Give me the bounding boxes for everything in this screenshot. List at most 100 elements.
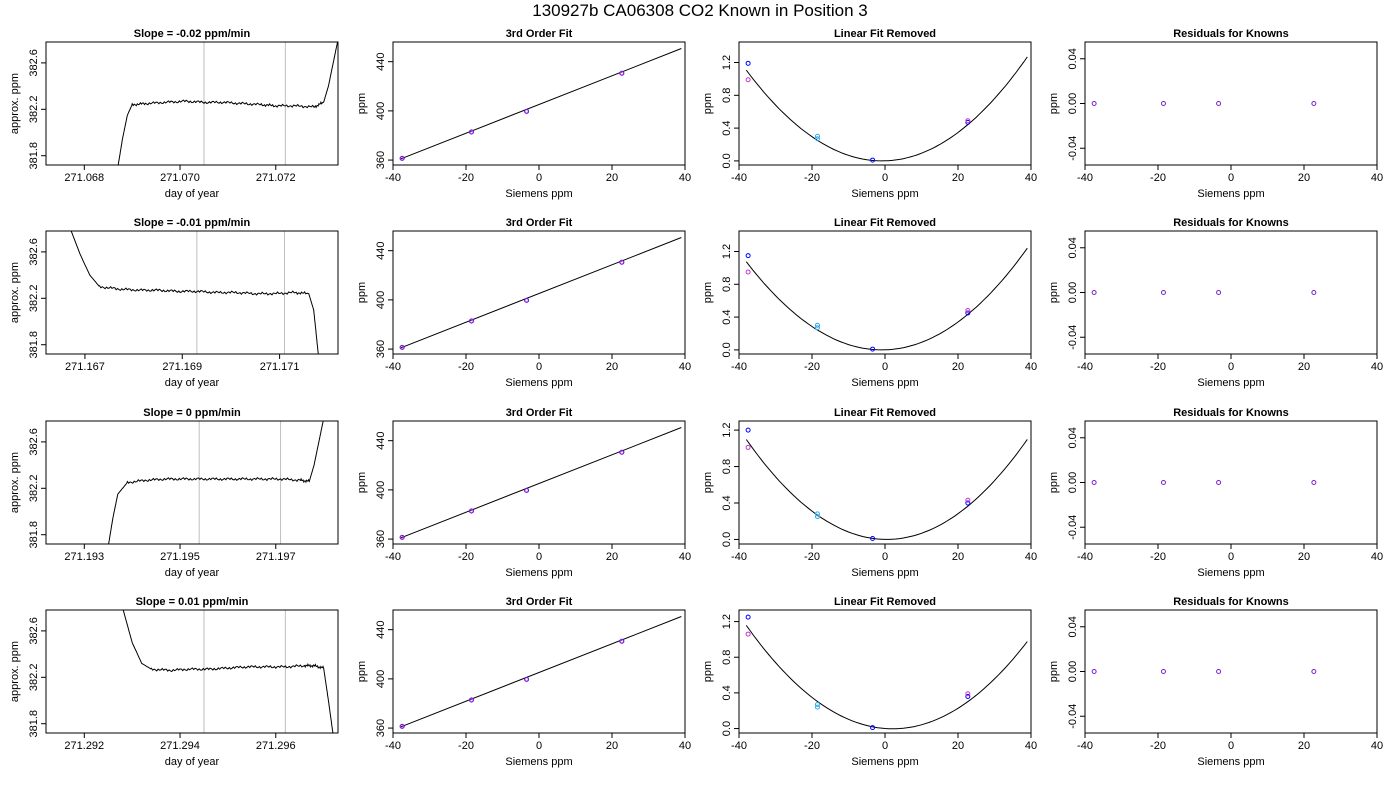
y-axis-label: ppm <box>356 282 368 303</box>
x-tick-label: 0 <box>882 551 888 563</box>
y-tick-label: -0.04 <box>1067 325 1079 350</box>
x-tick-label: -40 <box>1077 740 1093 752</box>
plot-frame <box>738 609 1032 734</box>
y-tick-label: 400 <box>375 291 387 309</box>
y-tick-label: 0.04 <box>1067 237 1079 258</box>
x-tick-label: 0 <box>536 172 542 184</box>
data-point <box>1160 480 1166 485</box>
data-point <box>814 704 820 710</box>
x-tick-label: -40 <box>731 172 747 184</box>
data-point-overlay <box>524 109 529 114</box>
data-point <box>870 536 876 542</box>
panel-r3c2: Linear Fit Removed Siemens ppm ppm -40 -20 0 2… <box>702 596 1037 768</box>
y-axis-label: approx. ppm <box>9 73 21 134</box>
plot-frame <box>392 230 686 355</box>
x-tick-label: 40 <box>1371 361 1383 373</box>
data-point <box>965 500 971 506</box>
data-point-overlay <box>619 639 624 644</box>
data-point <box>1160 101 1166 106</box>
x-axis-label: Siemens ppm <box>505 567 572 579</box>
panel-title: 3rd Order Fit <box>506 28 573 40</box>
fit-line <box>400 48 682 160</box>
x-axis-label: day of year <box>165 188 220 200</box>
y-tick-label: 1.2 <box>721 244 733 259</box>
data-point <box>745 614 751 620</box>
x-tick-label: 271.070 <box>160 172 200 184</box>
concentration-trace <box>117 42 338 165</box>
x-tick-label: 20 <box>606 361 618 373</box>
panel-r2c1: 3rd Order Fit Siemens ppm ppm -40 -20 0 20 40 36… <box>356 407 691 579</box>
x-tick-label: -20 <box>1150 551 1166 563</box>
y-tick-label: 0.0 <box>721 721 733 736</box>
panel-title: Slope = 0 ppm/min <box>143 407 241 419</box>
fit-line <box>400 237 682 349</box>
plot-area <box>108 421 324 544</box>
plot-area <box>399 616 682 729</box>
y-axis-label: ppm <box>356 472 368 493</box>
y-tick-label: 400 <box>375 670 387 688</box>
panel-title: 3rd Order Fit <box>506 217 573 229</box>
x-tick-label: -40 <box>385 361 401 373</box>
data-point <box>1311 290 1317 295</box>
y-axis-label: ppm <box>702 93 714 114</box>
fit-line <box>400 616 682 728</box>
plot-frame <box>45 609 339 734</box>
x-tick-label: 40 <box>1371 551 1383 563</box>
panel-r3c1: 3rd Order Fit Siemens ppm ppm -40 -20 0 20 40 36… <box>356 596 691 768</box>
data-point-overlay <box>400 535 405 540</box>
concentration-trace <box>70 231 319 354</box>
x-tick-label: 20 <box>606 740 618 752</box>
y-tick-label: 382.6 <box>28 617 40 645</box>
y-tick-label: -0.04 <box>1067 704 1079 729</box>
data-point <box>1091 101 1097 106</box>
plot-area <box>1091 290 1317 295</box>
data-point <box>814 322 820 328</box>
plot-frame <box>45 420 339 545</box>
x-tick-label: 20 <box>1298 361 1310 373</box>
data-point-overlay <box>619 71 624 76</box>
y-tick-label: 0.8 <box>721 459 733 474</box>
data-point <box>814 136 820 142</box>
data-point <box>1091 290 1097 295</box>
y-axis-label: approx. ppm <box>9 452 21 513</box>
y-tick-label: 382.6 <box>28 428 40 456</box>
plot-frame <box>1084 41 1378 166</box>
y-axis-label: ppm <box>356 93 368 114</box>
y-tick-label: 360 <box>375 530 387 548</box>
plot-area <box>745 247 1028 352</box>
data-point-overlay <box>469 319 474 324</box>
x-tick-label: 20 <box>952 551 964 563</box>
plot-area <box>70 231 319 354</box>
data-point <box>1311 669 1317 674</box>
x-tick-label: -20 <box>1150 740 1166 752</box>
x-tick-label: 20 <box>606 172 618 184</box>
panel-r2c0: Slope = 0 ppm/min day of year approx. ppm 2… <box>9 407 339 579</box>
plot-area <box>1091 480 1317 485</box>
x-tick-label: 0 <box>536 740 542 752</box>
y-tick-label: 0.4 <box>721 685 733 700</box>
plot-frame <box>45 230 339 355</box>
data-point <box>870 157 876 163</box>
y-tick-label: 1.2 <box>721 614 733 629</box>
y-axis-label: ppm <box>1048 93 1060 114</box>
data-point <box>1216 669 1222 674</box>
y-tick-label: 0.8 <box>721 650 733 665</box>
x-tick-label: 20 <box>1298 551 1310 563</box>
panel-title: Linear Fit Removed <box>834 407 936 419</box>
y-axis-label: ppm <box>702 661 714 682</box>
panel-r3c0: Slope = 0.01 ppm/min day of year approx. p… <box>9 596 339 768</box>
panel-title: Linear Fit Removed <box>834 28 936 40</box>
data-point <box>814 701 820 707</box>
data-point-overlay <box>469 509 474 514</box>
y-tick-label: 0.00 <box>1067 472 1079 493</box>
y-tick-label: 0.4 <box>721 120 733 135</box>
x-tick-label: 0 <box>1228 172 1234 184</box>
x-tick-label: 0 <box>1228 361 1234 373</box>
x-tick-label: 271.296 <box>256 740 296 752</box>
data-point <box>1311 101 1317 106</box>
fit-curve <box>745 56 1028 162</box>
data-point-overlay <box>524 677 529 682</box>
x-tick-label: 40 <box>679 172 691 184</box>
y-tick-label: 381.8 <box>28 331 40 359</box>
x-tick-label: -20 <box>804 172 820 184</box>
